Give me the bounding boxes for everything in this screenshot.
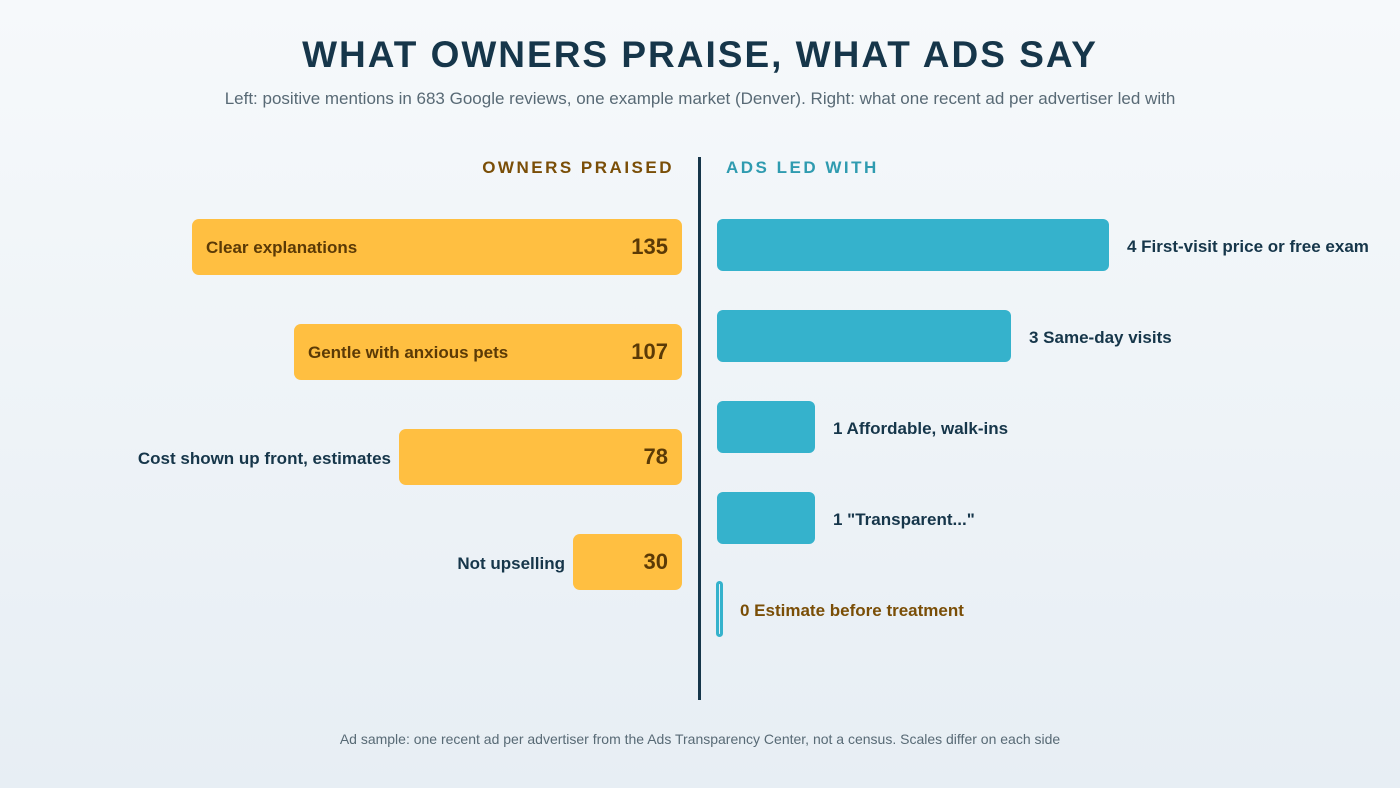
ads-bar	[717, 219, 1109, 271]
ads-bar-label: 1 "Transparent..."	[833, 510, 975, 529]
owners-bar-value: 107	[631, 339, 668, 364]
ads-bar	[716, 581, 723, 637]
owners-bar-label: Not upselling	[457, 554, 565, 573]
owners-bar-value: 30	[643, 549, 668, 574]
owners-bar: 30	[573, 534, 682, 590]
owners-bar-label: Clear explanations	[206, 238, 358, 257]
ads-led-with-heading: ADS LED WITH	[726, 158, 879, 177]
chart-title: WHAT OWNERS PRAISE, WHAT ADS SAY	[302, 34, 1098, 75]
ads-bar	[717, 401, 815, 453]
ads-bar	[717, 492, 815, 544]
owners-bar-label: Gentle with anxious pets	[308, 343, 509, 362]
owners-praised-heading: OWNERS PRAISED	[482, 158, 674, 177]
ads-bar-label: 1 Affordable, walk-ins	[833, 419, 1009, 438]
owners-bar: 135 Clear explanations	[192, 219, 682, 275]
owners-bar: 107 Gentle with anxious pets	[294, 324, 682, 380]
owners-bar-value: 78	[643, 444, 668, 469]
owners-bar: 78	[399, 429, 682, 485]
owners-bar-value: 135	[631, 234, 668, 259]
ads-bar-label: 3 Same-day visits	[1029, 328, 1172, 347]
ads-bar	[717, 310, 1011, 362]
center-divider	[698, 157, 701, 700]
ads-bar-label: 4 First-visit price or free exam	[1127, 237, 1369, 256]
owners-bar-label: Cost shown up front, estimates	[137, 449, 391, 468]
footnote: Ad sample: one recent ad per advertiser …	[339, 731, 1061, 747]
chart-subtitle: Left: positive mentions in 683 Google re…	[224, 89, 1176, 108]
ads-bar-label: 0 Estimate before treatment	[740, 601, 964, 620]
